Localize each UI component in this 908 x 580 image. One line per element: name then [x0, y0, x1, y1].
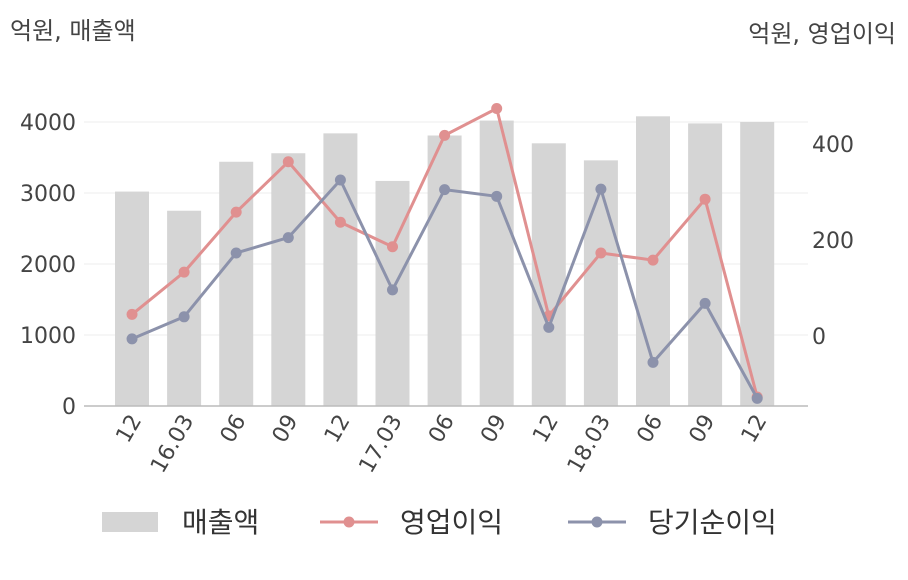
right-axis-ticks: 0 200 400	[812, 133, 854, 350]
bar-revenue	[427, 135, 462, 407]
point-net-income	[282, 232, 294, 244]
x-tick-label: 12	[737, 411, 773, 448]
point-operating-profit	[387, 241, 398, 253]
point-net-income	[439, 184, 451, 196]
bar-revenue	[271, 153, 306, 406]
x-tick-label: 09	[685, 411, 721, 448]
point-operating-profit	[334, 216, 346, 228]
legend-label-net-income: 당기순이익	[648, 506, 777, 539]
left-tick-label: 2000	[20, 253, 76, 278]
left-tick-label: 4000	[20, 111, 76, 136]
bar-revenue	[583, 160, 618, 406]
bar-revenue	[323, 133, 358, 407]
x-tick-label: 06	[633, 411, 669, 448]
point-operating-profit	[126, 308, 138, 320]
point-net-income	[387, 284, 398, 296]
x-tick-label: 06	[424, 411, 460, 448]
point-net-income	[543, 321, 555, 333]
point-operating-profit	[230, 206, 242, 218]
legend-label-operating-profit: 영업이익	[400, 506, 503, 539]
x-tick-label: 12	[320, 411, 356, 448]
x-tick-label: 12	[528, 411, 564, 448]
x-tick-label: 12	[112, 411, 148, 448]
point-net-income	[751, 392, 763, 404]
point-operating-profit	[699, 193, 711, 205]
point-operating-profit	[491, 102, 503, 114]
x-tick-label: 09	[476, 411, 512, 448]
right-tick-label: 0	[812, 325, 826, 350]
legend: 매출액 영업이익 당기순이익	[102, 506, 777, 539]
x-tick-label: 09	[268, 411, 304, 448]
legend-marker-operating-profit	[343, 516, 355, 528]
point-net-income	[491, 190, 503, 202]
point-net-income	[230, 247, 242, 259]
legend-marker-net-income	[591, 516, 603, 528]
profit-lines	[126, 102, 763, 404]
right-axis-unit-label: 억원, 영업이익	[748, 20, 896, 48]
point-operating-profit	[282, 156, 294, 168]
legend-swatch-revenue	[102, 512, 158, 532]
left-tick-label: 3000	[20, 182, 76, 207]
left-tick-label: 1000	[20, 324, 76, 349]
left-axis-ticks: 0 1000 2000 3000 4000	[20, 111, 76, 420]
revenue-bars	[115, 116, 775, 407]
right-tick-label: 400	[812, 133, 854, 158]
bar-revenue	[531, 143, 566, 407]
point-net-income	[126, 333, 138, 345]
point-operating-profit	[439, 129, 451, 141]
point-operating-profit	[595, 247, 607, 259]
x-tick-label: 17.03	[355, 411, 408, 478]
left-axis-unit-label: 억원, 매출액	[10, 17, 136, 45]
bar-revenue	[688, 123, 723, 407]
point-operating-profit	[178, 266, 190, 278]
point-net-income	[699, 297, 711, 309]
right-tick-label: 200	[812, 229, 854, 254]
x-tick-label: 06	[216, 411, 252, 448]
left-tick-label: 0	[62, 395, 76, 420]
point-net-income	[647, 356, 659, 368]
point-net-income	[178, 311, 190, 323]
bar-revenue	[740, 122, 775, 406]
bar-revenue	[167, 210, 202, 406]
x-tick-label: 16.03	[146, 411, 199, 478]
bar-revenue	[479, 120, 514, 406]
point-operating-profit	[647, 254, 659, 266]
point-net-income	[595, 183, 607, 195]
bar-revenue	[219, 161, 254, 406]
x-tick-label: 18.03	[563, 411, 616, 478]
bar-revenue	[115, 191, 149, 406]
point-net-income	[334, 174, 346, 186]
legend-label-revenue: 매출액	[182, 506, 259, 539]
